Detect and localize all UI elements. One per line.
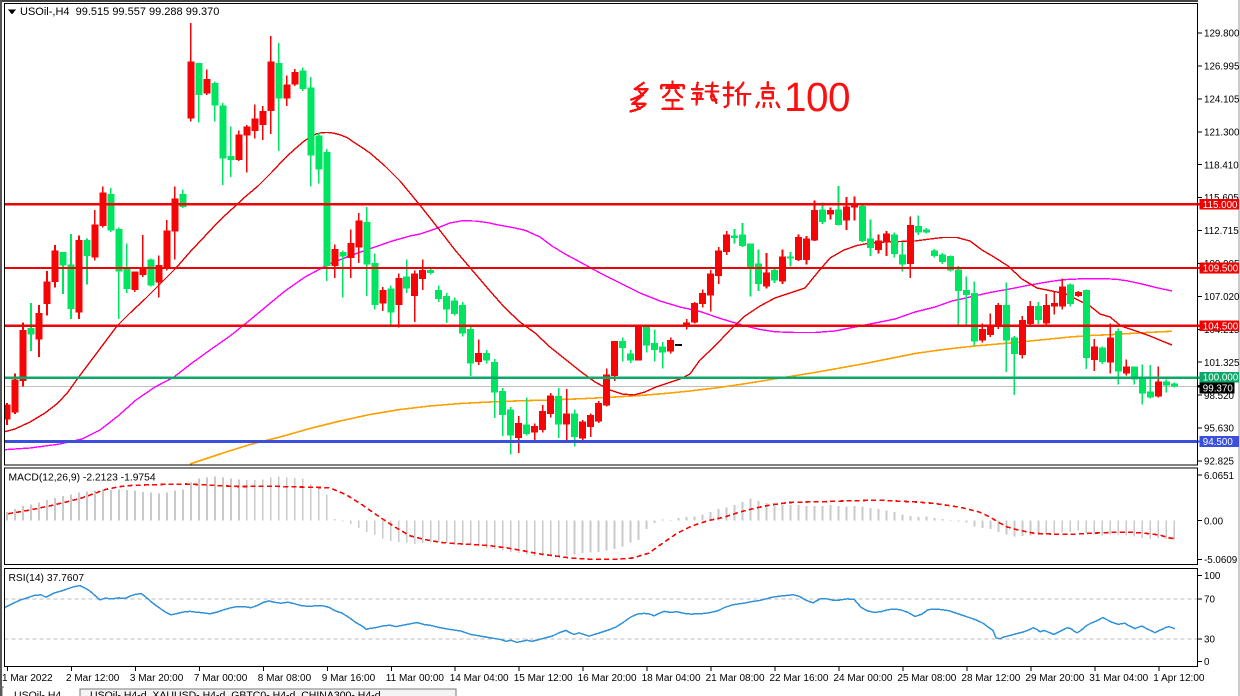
svg-text:107.020: 107.020 <box>1204 292 1240 303</box>
svg-text:70: 70 <box>1204 595 1215 606</box>
svg-text:7 Mar 00:00: 7 Mar 00:00 <box>194 673 248 684</box>
svg-text:124.105: 124.105 <box>1204 94 1240 105</box>
svg-text:101.325: 101.325 <box>1204 358 1240 369</box>
svg-text:8 Mar 08:00: 8 Mar 08:00 <box>258 673 312 684</box>
svg-text:22 Mar 16:00: 22 Mar 16:00 <box>770 673 829 684</box>
svg-text:30: 30 <box>1204 635 1215 646</box>
svg-text:100: 100 <box>784 74 850 120</box>
svg-text:6.0651: 6.0651 <box>1204 471 1234 482</box>
svg-text:92.825: 92.825 <box>1204 457 1235 468</box>
svg-text:MACD(12,26,9) -2.2123 -1.9754: MACD(12,26,9) -2.2123 -1.9754 <box>9 473 156 484</box>
svg-text:115.605: 115.605 <box>1204 193 1239 204</box>
svg-text:1 Mar 2022: 1 Mar 2022 <box>2 673 53 684</box>
svg-text:25 Mar 08:00: 25 Mar 08:00 <box>897 673 956 684</box>
svg-text:115.000: 115.000 <box>1203 200 1238 211</box>
svg-text:15 Mar 12:00: 15 Mar 12:00 <box>514 673 573 684</box>
svg-text:98.520: 98.520 <box>1204 391 1235 402</box>
svg-text:24 Mar 00:00: 24 Mar 00:00 <box>834 673 893 684</box>
svg-text:109.500: 109.500 <box>1203 264 1239 275</box>
svg-text:95.630: 95.630 <box>1204 424 1235 435</box>
svg-text:16 Mar 20:00: 16 Mar 20:00 <box>578 673 637 684</box>
svg-text:100.000: 100.000 <box>1203 373 1239 384</box>
svg-text:USOil-,H4-d XAUUSD-,H4-d GBT: USOil-,H4-d XAUUSD-,H4-d GBTC0-,H4-d CHI… <box>90 690 381 696</box>
svg-text:121.300: 121.300 <box>1204 127 1240 138</box>
svg-text:29 Mar 20:00: 29 Mar 20:00 <box>1025 673 1084 684</box>
svg-text:18 Mar 04:00: 18 Mar 04:00 <box>642 673 701 684</box>
svg-text:1 Apr 12:00: 1 Apr 12:00 <box>1153 673 1205 684</box>
svg-text:3 Mar 20:00: 3 Mar 20:00 <box>130 673 184 684</box>
svg-text:9 Mar 16:00: 9 Mar 16:00 <box>322 673 376 684</box>
svg-text:11 Mar 00:00: 11 Mar 00:00 <box>386 673 445 684</box>
svg-text:126.995: 126.995 <box>1204 62 1240 73</box>
svg-text:0.00: 0.00 <box>1204 516 1224 527</box>
svg-text:USOil-,H4 99.515 99.557 99.28: USOil-,H4 99.515 99.557 99.288 99.370 <box>20 6 219 18</box>
svg-text:118.410: 118.410 <box>1204 160 1239 171</box>
svg-text:2 Mar 12:00: 2 Mar 12:00 <box>66 673 120 684</box>
svg-text:RSI(14) 37.7607: RSI(14) 37.7607 <box>9 573 85 584</box>
svg-text:129.800: 129.800 <box>1204 29 1240 40</box>
svg-text:USOil-,H4: USOil-,H4 <box>14 690 61 696</box>
svg-text:112.715: 112.715 <box>1204 226 1239 237</box>
svg-text:21 Mar 08:00: 21 Mar 08:00 <box>706 673 765 684</box>
svg-text:28 Mar 12:00: 28 Mar 12:00 <box>961 673 1020 684</box>
svg-text:100: 100 <box>1204 571 1221 582</box>
svg-text:14 Mar 04:00: 14 Mar 04:00 <box>450 673 509 684</box>
svg-text:0: 0 <box>1204 657 1210 668</box>
svg-text:99.370: 99.370 <box>1203 384 1234 395</box>
svg-text:94.500: 94.500 <box>1203 437 1234 448</box>
svg-text:104.500: 104.500 <box>1203 321 1239 332</box>
svg-text:-5.0609: -5.0609 <box>1204 555 1237 566</box>
svg-text:31 Mar 04:00: 31 Mar 04:00 <box>1089 673 1148 684</box>
